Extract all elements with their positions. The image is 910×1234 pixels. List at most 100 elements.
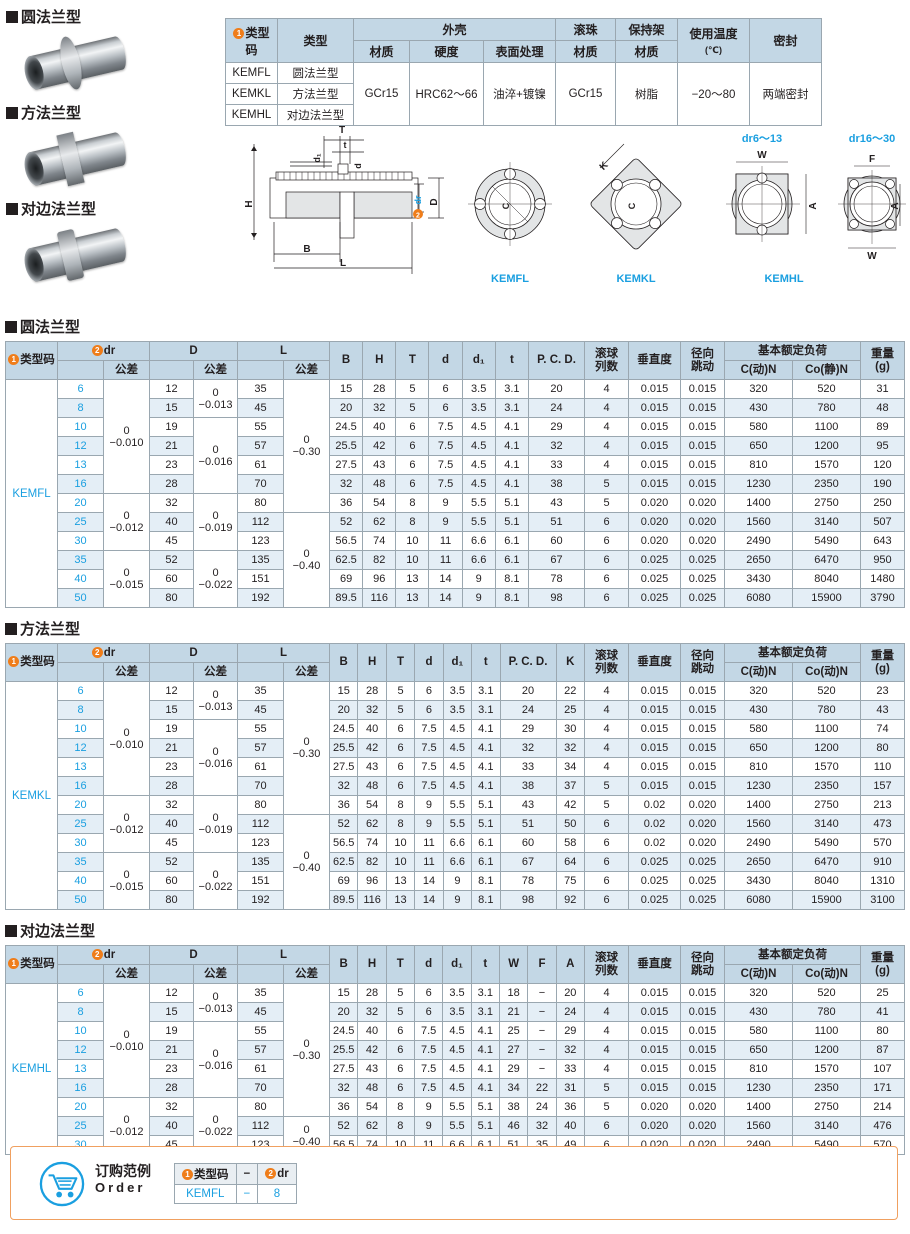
cell-D: 52 <box>149 550 194 570</box>
cell-Co: 780 <box>792 700 861 720</box>
cell-T: 6 <box>395 455 430 475</box>
cell-H: 32 <box>357 1002 387 1022</box>
th-L: L <box>237 341 330 361</box>
cell-K: 50 <box>555 814 586 834</box>
cell-d1: 5.5 <box>442 1116 472 1136</box>
product-round-flange: 圆法兰型 <box>6 6 146 94</box>
cell-Co: 1100 <box>792 1021 861 1041</box>
cell-W: 34 <box>498 1078 529 1098</box>
cell-H: 48 <box>357 776 387 796</box>
cell-A: 20 <box>555 983 586 1003</box>
bullet-square-icon <box>5 320 17 333</box>
cell-D: 32 <box>149 493 194 513</box>
cell-d: 11 <box>414 833 444 853</box>
label-kemhl: KEMHL <box>764 273 803 285</box>
cell-d: 7.5 <box>413 1021 444 1041</box>
cell-d1: 4.5 <box>461 455 496 475</box>
cell-H: 116 <box>357 890 387 910</box>
bullet-square-icon <box>6 106 18 119</box>
cell-T: 8 <box>385 1097 415 1117</box>
cell-ball_rows: 4 <box>584 436 629 456</box>
cell-perp: 0.025 <box>628 550 681 570</box>
cell-L: 151 <box>237 871 284 891</box>
cell-d1: 4.5 <box>442 1040 472 1060</box>
view-kemfl: C <box>468 162 552 246</box>
bullet-square-icon <box>6 10 18 23</box>
cell-T: 8 <box>395 512 430 532</box>
cell-weight: 80 <box>860 1021 905 1041</box>
cell-ball_rows: 5 <box>584 1097 629 1117</box>
badge-1-icon: 1 <box>8 354 20 366</box>
cell-t: 8.1 <box>494 569 530 589</box>
cell-B: 69 <box>328 871 359 891</box>
label-kemkl: KEMKL <box>616 273 655 285</box>
table-row: 50 80 192 89.5 116 13 14 9 8.1 98 6 0.025 0.025 6080 1… <box>6 588 905 608</box>
th-L-value <box>237 662 284 682</box>
cell-D: 15 <box>149 700 194 720</box>
cell-T: 5 <box>395 398 430 418</box>
retainer-material-value: 树脂 <box>615 62 678 126</box>
th-T: T <box>395 341 430 380</box>
table-row: 35 0 −0.015 52 0 −0.022 135 62.5 82 10 11 6.6 6.1 67 6… <box>6 852 905 910</box>
svg-text:C: C <box>501 202 511 209</box>
cell-T: 5 <box>385 1002 415 1022</box>
cell-T: 10 <box>395 550 430 570</box>
cell-W: 46 <box>498 1116 529 1136</box>
th-D: D <box>149 643 238 663</box>
cell-K: 92 <box>555 890 586 910</box>
cell-D: 15 <box>149 398 194 418</box>
cell-t: 4.1 <box>471 738 501 758</box>
cell-Co: 520 <box>792 681 861 701</box>
cell-dr: 35 <box>57 852 104 872</box>
cell-t: 6.1 <box>494 531 530 551</box>
cell-T: 6 <box>385 719 416 739</box>
cell-dr: 6 <box>57 379 104 399</box>
cell-K: 64 <box>555 852 586 872</box>
order-value-code[interactable]: KEMFL <box>174 1184 237 1204</box>
cell-T: 6 <box>385 1040 415 1060</box>
cell-B: 15 <box>328 379 364 399</box>
cell-d: 14 <box>414 890 444 910</box>
dim-d1: d₁ <box>312 153 322 162</box>
cell-D: 40 <box>149 814 194 834</box>
cell-d1: 4.5 <box>442 1059 472 1079</box>
th-dr: 2 dr <box>57 643 150 663</box>
cell-d1: 5.5 <box>442 795 473 815</box>
cell-t: 4.1 <box>494 455 530 475</box>
cell-d1: 4.5 <box>461 436 496 456</box>
order-header-dr: 2 dr <box>257 1163 297 1185</box>
cell-B: 20 <box>328 1002 359 1022</box>
cell-dr: 50 <box>57 588 104 608</box>
cell-d: 9 <box>428 512 463 532</box>
cell-C: 1400 <box>724 795 793 815</box>
label-kemfl: KEMFL <box>491 273 529 285</box>
cell-d: 7.5 <box>428 474 463 494</box>
material-type: 方法兰型 <box>277 83 354 105</box>
cell-ball_rows: 6 <box>584 890 629 910</box>
tolerance-cell: 0 −0.010 <box>103 681 150 796</box>
cell-weight: 476 <box>860 1116 905 1136</box>
cell-L: 123 <box>237 833 284 853</box>
th-load-dynamic: C(动)N <box>724 964 793 984</box>
cell-t: 4.1 <box>494 474 530 494</box>
table-row: 8 15 45 20 32 5 6 3.5 3.1 21−24 4 0.015 0.015 430 780 4… <box>6 1002 905 1022</box>
product-photo-cut <box>18 224 136 286</box>
cell-T: 13 <box>385 890 416 910</box>
th-pcd: P. C. D. <box>499 643 557 682</box>
shell-material-value: GCr15 <box>353 62 410 126</box>
cell-perp: 0.02 <box>628 833 681 853</box>
cell-runout: 0.015 <box>680 474 725 494</box>
label-dr-large: dr16～30 <box>849 133 895 145</box>
cell-weight: 570 <box>860 833 905 853</box>
view-kemhl-large <box>838 165 906 249</box>
cell-dr: 12 <box>57 738 104 758</box>
th-A: A <box>555 945 586 984</box>
cell-L: 151 <box>237 569 284 589</box>
order-value-dr[interactable]: 8 <box>257 1184 297 1204</box>
table-row: 20 0 −0.012 32 0 −0.019 80 36 54 8 9 5.5 5.1 43 5 0.020… <box>6 493 905 551</box>
cell-H: 43 <box>357 757 387 777</box>
cell-C: 2650 <box>724 852 793 872</box>
cell-d: 6 <box>414 700 444 720</box>
cell-B: 27.5 <box>328 757 359 777</box>
th-B: B <box>328 945 359 984</box>
